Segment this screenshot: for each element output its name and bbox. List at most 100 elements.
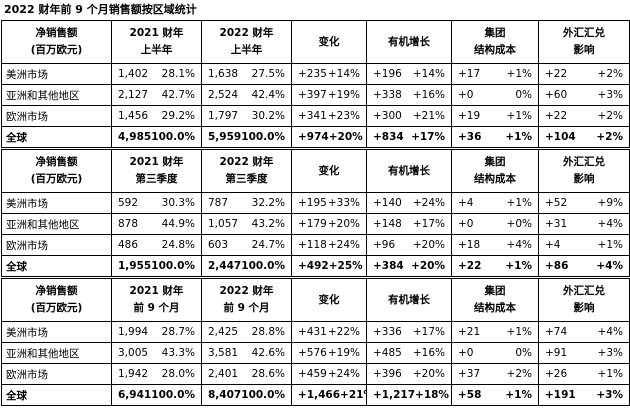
percent: +14%	[327, 68, 360, 80]
value-pair: +0 0%	[453, 89, 538, 101]
percent: +1%	[505, 131, 532, 143]
value-pair: +140 +24%	[368, 197, 451, 209]
header-cell: 集团 结构成本	[451, 149, 539, 193]
value-cell: 592 30.3%	[111, 192, 202, 214]
value-pair: +397 +19%	[293, 89, 366, 101]
value-pair: +91 +3%	[540, 347, 629, 359]
data-row: 全球6,941100.0%8,407100.0%+1,466+21%+1,217…	[1, 384, 630, 406]
amount: +341	[298, 110, 327, 122]
header-line: 结构成本	[474, 173, 516, 185]
percent: +23%	[327, 110, 360, 122]
percent: +21%	[412, 110, 445, 122]
percent: 30.2%	[251, 110, 285, 122]
value-cell: +396 +20%	[366, 363, 452, 385]
value-cell: 1,057 43.2%	[201, 213, 292, 235]
value-cell: 1,456 29.2%	[111, 105, 202, 127]
value-pair: +0 0%	[453, 347, 538, 359]
header-cell: 外汇汇兑 影响	[538, 278, 630, 322]
value-pair: +834 +17%	[368, 131, 451, 143]
header-line: 上半年	[140, 44, 173, 56]
header-cell: 2022 财年 第三季度	[201, 149, 292, 193]
value-pair: 2,524 42.4%	[203, 89, 291, 101]
amount: +191	[545, 389, 576, 401]
header-line: 2021 财年	[129, 156, 184, 168]
percent: 28.7%	[161, 326, 195, 338]
value-pair: 1,994 28.7%	[113, 326, 201, 338]
value-pair: 1,797 30.2%	[203, 110, 291, 122]
amount: 878	[118, 218, 139, 230]
value-cell: +37 +2%	[451, 363, 539, 385]
percent: 29.2%	[161, 110, 195, 122]
value-pair: +74 +4%	[540, 326, 629, 338]
percent: +3%	[596, 389, 623, 401]
percent: +22%	[327, 326, 360, 338]
amount: +96	[373, 239, 396, 251]
percent: 100.0%	[241, 260, 285, 272]
value-cell: 878 44.9%	[111, 213, 202, 235]
amount: +19	[458, 110, 481, 122]
amount: +91	[545, 347, 568, 359]
amount: +338	[373, 89, 402, 101]
value-cell: +4 +1%	[538, 234, 630, 256]
value-pair: 2,425 28.8%	[203, 326, 291, 338]
header-line: 集团	[484, 285, 506, 297]
percent: +25%	[328, 260, 363, 272]
amount: 1,942	[118, 368, 149, 380]
value-cell: 787 32.2%	[201, 192, 292, 214]
value-cell: +834 +17%	[366, 126, 452, 148]
header-line: 外汇汇兑	[563, 156, 605, 168]
value-cell: +1,466+21%	[291, 384, 367, 406]
percent: +20%	[412, 368, 445, 380]
header-cell: 2022 财年前 9 个月	[201, 278, 292, 322]
data-row: 全球 4,985 100.0% 5,959 100.0% +974 +20% +834 +17%…	[1, 126, 630, 148]
data-row: 亚洲和其他地区 878 44.9% 1,057 43.2% +179 +20% +148 +17…	[1, 213, 630, 235]
value-cell: 3,581 42.6%	[201, 342, 292, 364]
header-line: (百万欧元)	[30, 302, 83, 314]
value-cell: 2,524 42.4%	[201, 84, 292, 106]
header-line: 结构成本	[474, 302, 516, 314]
value-cell: 2,447 100.0%	[201, 255, 292, 277]
amount: 1,638	[208, 68, 239, 80]
value-pair: +384 +20%	[368, 260, 451, 272]
value-cell: 1,994 28.7%	[111, 321, 202, 343]
value-pair: +235 +14%	[293, 68, 366, 80]
amount: +396	[373, 368, 402, 380]
amount: +196	[373, 68, 402, 80]
value-cell: +58 +1%	[451, 384, 539, 406]
header-line: 外汇汇兑	[563, 27, 605, 39]
amount: 3,005	[118, 347, 149, 359]
header-cell: 2021 财年 上半年	[111, 20, 202, 64]
amount: +974	[298, 131, 329, 143]
value-pair: +492 +25%	[293, 260, 366, 272]
header-line: 净销售额	[35, 156, 78, 168]
value-pair: +21 +1%	[453, 326, 538, 338]
value-cell: +576 +19%	[291, 342, 367, 364]
amount: +58	[458, 389, 482, 401]
region-cell: 全球	[1, 384, 112, 406]
percent: +20%	[411, 260, 445, 272]
value-pair: 5,959 100.0%	[203, 131, 291, 143]
header-cell: 净销售额 (百万欧元)	[1, 20, 112, 64]
percent: 28.0%	[161, 368, 195, 380]
value-cell: +104 +2%	[538, 126, 630, 148]
value-cell: +0 0%	[451, 84, 539, 106]
value-cell: 2,401 28.6%	[201, 363, 292, 385]
header-line: 外汇汇兑	[563, 285, 605, 297]
percent: 28.8%	[251, 326, 285, 338]
percent: +16%	[412, 347, 445, 359]
amount: +4	[458, 197, 474, 209]
amount: +834	[373, 131, 404, 143]
value-cell: +22 +2%	[538, 105, 630, 127]
region-cell: 亚洲和其他地区	[1, 342, 112, 364]
percent: +4%	[597, 326, 623, 338]
value-cell: +60 +3%	[538, 84, 630, 106]
header-cell: 外汇汇兑 影响	[538, 20, 630, 64]
header-line: 结构成本	[474, 44, 516, 56]
amount: +36	[458, 131, 482, 143]
amount: +576	[298, 347, 327, 359]
value-pair: +179 +20%	[293, 218, 366, 230]
region-cell: 美洲市场	[1, 321, 112, 343]
header-cell: 变化	[291, 149, 367, 193]
value-pair: +52 +9%	[540, 197, 629, 209]
value-pair: +4 +1%	[540, 239, 629, 251]
